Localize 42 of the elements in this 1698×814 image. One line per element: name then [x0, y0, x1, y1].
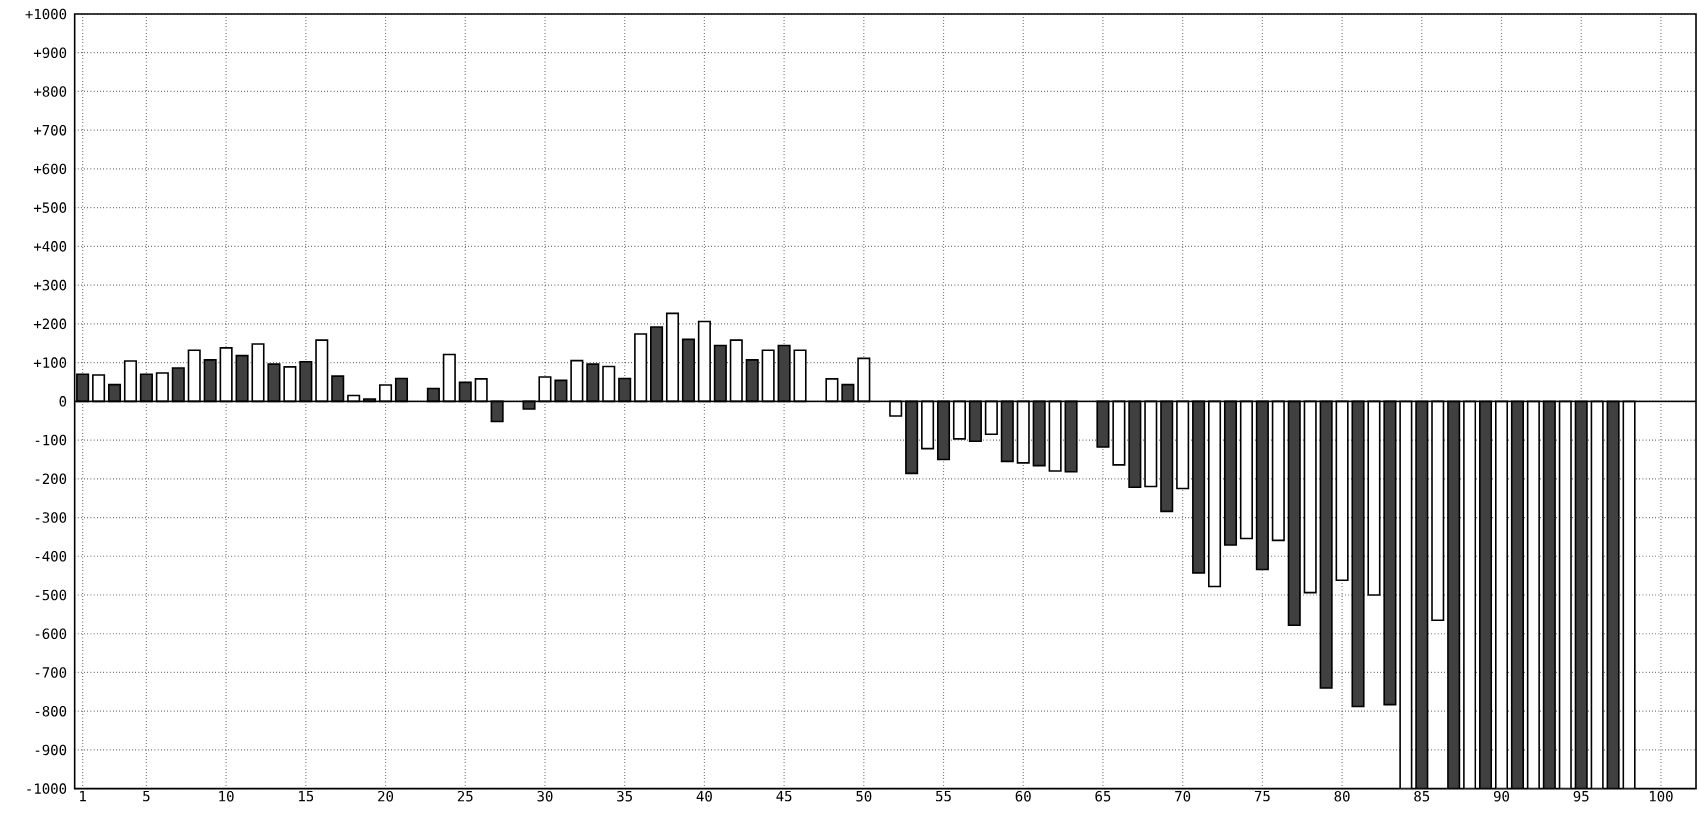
y-tick-label: -800 [35, 705, 67, 717]
y-tick-label: -200 [35, 473, 67, 485]
y-tick-label: +100 [33, 357, 67, 368]
y-tick-label: -600 [35, 628, 67, 640]
x-tick-label: 95 [1573, 790, 1589, 802]
y-tick-label: +600 [33, 163, 67, 175]
y-tick-label: +800 [33, 86, 67, 97]
x-tick-label: 10 [219, 790, 234, 802]
y-tick-label: -900 [35, 744, 67, 756]
x-tick-label: 40 [696, 790, 712, 802]
x-tick-label: 55 [936, 790, 951, 802]
x-tick-label: 15 [299, 790, 314, 802]
y-tick-label: +700 [33, 124, 67, 136]
x-tick-label: 45 [776, 790, 792, 802]
y-tick-label: +500 [33, 202, 67, 213]
y-tick-label: -700 [35, 667, 67, 678]
x-tick-label: 25 [457, 790, 473, 802]
y-tick-label: -100 [35, 434, 67, 446]
x-tick-label: 75 [1254, 790, 1270, 802]
y-tick-label: -1000 [27, 783, 67, 794]
y-tick-label: +900 [33, 47, 67, 59]
x-tick-label: 1 [80, 790, 86, 802]
y-tick-label: +200 [33, 318, 67, 330]
x-tick-label: 85 [1414, 790, 1430, 802]
x-tick-label: 60 [1015, 790, 1031, 802]
y-tick-label: +300 [33, 279, 67, 291]
y-tick-label: +400 [33, 241, 67, 252]
x-tick-label: 80 [1334, 790, 1350, 802]
x-tick-label: 5 [143, 790, 150, 802]
x-tick-label: 100 [1649, 790, 1673, 802]
x-tick-label: 20 [378, 790, 394, 802]
y-tick-label: -300 [35, 512, 67, 523]
x-tick-label: 65 [1095, 790, 1111, 802]
x-tick-label: 70 [1175, 790, 1191, 802]
y-tick-label: +1000 [25, 8, 67, 20]
y-tick-label: 0 [59, 396, 67, 407]
x-tick-label: 50 [856, 790, 872, 802]
x-tick-label: 90 [1493, 790, 1510, 802]
x-tick-label: 30 [537, 790, 553, 802]
y-tick-label: -400 [35, 550, 67, 562]
y-tick-label: -500 [35, 589, 67, 601]
x-tick-label: 35 [617, 790, 632, 802]
